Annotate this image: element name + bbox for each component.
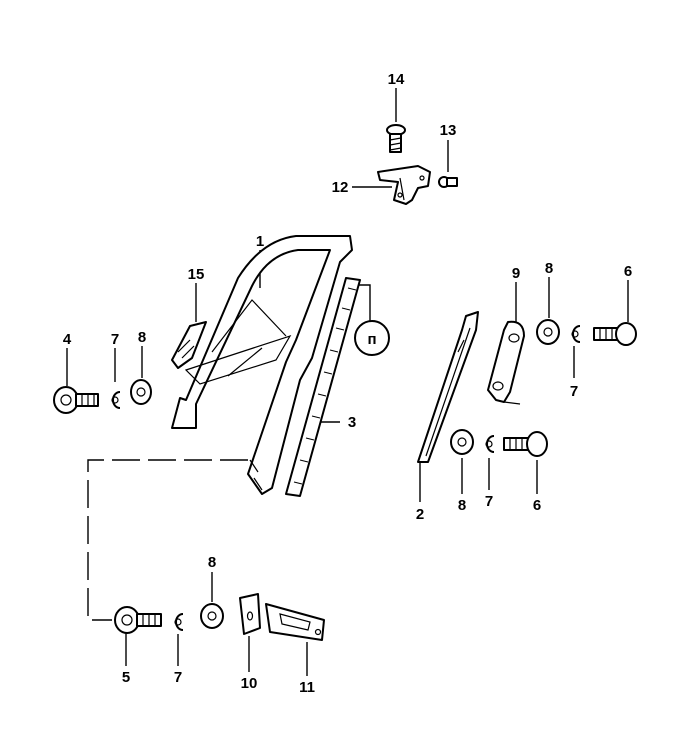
part-13-screw — [438, 176, 458, 188]
callout-13: 13 — [440, 122, 457, 139]
callout-10: 10 — [241, 675, 258, 692]
callout-7-a: 7 — [570, 383, 578, 400]
part-7-lock-washer-c — [111, 391, 121, 409]
callout-6-b: 6 — [533, 497, 541, 514]
callout-7-c: 7 — [485, 493, 493, 510]
detail-marker: п — [354, 320, 390, 356]
callout-labels: 14 13 12 1 15 9 8 6 7 4 7 8 3 2 8 7 6 8 … — [63, 71, 632, 696]
callout-12: 12 — [332, 179, 349, 196]
callout-5: 5 — [122, 669, 130, 686]
part-8-washer-a — [536, 319, 560, 345]
callout-8-b: 8 — [138, 329, 146, 346]
part-8-washer-c — [130, 379, 152, 405]
callout-7-b: 7 — [111, 331, 119, 348]
callout-9: 9 — [512, 265, 520, 282]
part-9-plate — [487, 320, 525, 405]
callout-8-d: 8 — [208, 554, 216, 571]
part-10-bracket — [239, 593, 261, 635]
part-6-bolt-b — [503, 431, 548, 457]
callout-8-a: 8 — [545, 260, 553, 277]
callout-8-c: 8 — [458, 497, 466, 514]
callout-4: 4 — [63, 331, 72, 348]
callout-2: 2 — [416, 506, 424, 523]
part-3-seal-strip — [285, 277, 361, 497]
callout-3: 3 — [348, 414, 356, 431]
part-7-lock-washer-b — [485, 435, 495, 453]
callout-11: 11 — [299, 679, 315, 696]
part-14-screw — [386, 124, 406, 153]
callout-14: 14 — [388, 71, 405, 88]
part-2-guide-rail — [417, 311, 479, 463]
part-11-plate — [265, 603, 325, 641]
part-1-window-frame — [171, 235, 353, 495]
assembly-line — [87, 459, 248, 621]
part-7-lock-washer-a — [571, 325, 581, 343]
part-6-bolt-a — [593, 322, 637, 346]
callout-7-d: 7 — [174, 669, 182, 686]
part-4-bolt — [53, 386, 99, 414]
part-12-bracket — [377, 165, 431, 205]
part-7-lock-washer-d — [174, 613, 184, 631]
part-8-washer-b — [450, 429, 474, 455]
part-8-washer-d — [200, 603, 224, 629]
part-5-bolt — [114, 606, 162, 634]
callout-1: 1 — [256, 233, 264, 250]
callout-15: 15 — [188, 266, 205, 283]
callout-6-a: 6 — [624, 263, 632, 280]
detail-marker-label: п — [367, 331, 376, 348]
part-15-wedge — [171, 321, 207, 369]
leader-lines — [66, 88, 629, 676]
